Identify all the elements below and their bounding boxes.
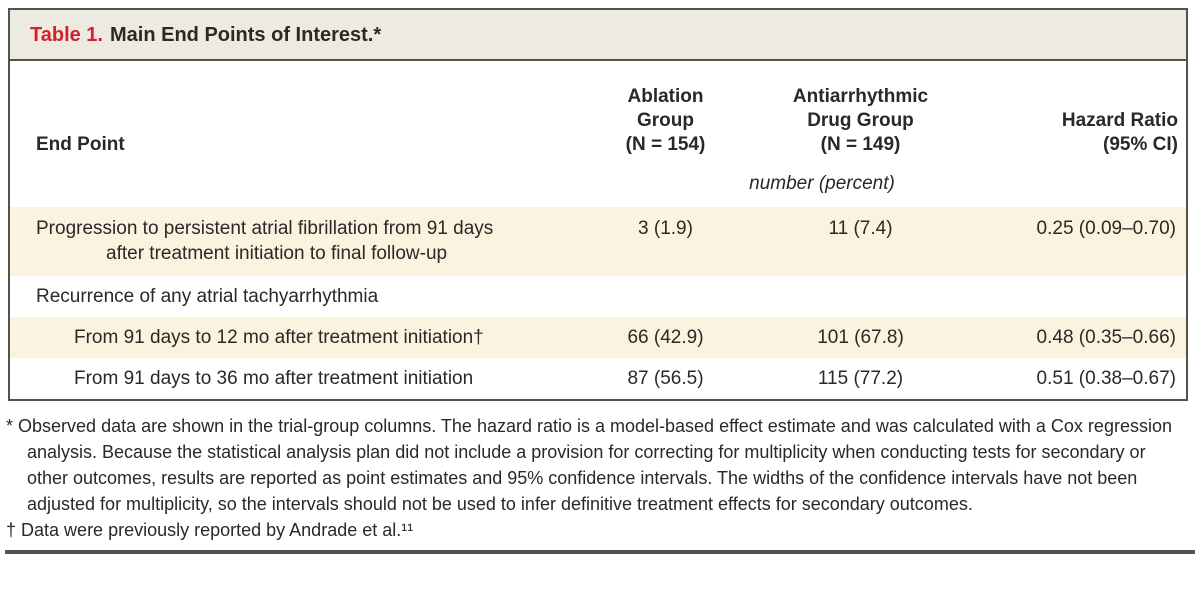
column-header-drug-group: Antiarrhythmic Drug Group (N = 149) [792, 86, 929, 155]
column-header-endpoint: End Point [36, 134, 125, 155]
endpoint-cell: From 91 days to 36 mo after treatment in… [74, 368, 474, 389]
ablation-value: 66 (42.9) [627, 327, 704, 348]
table-title: Main End Points of Interest.* [110, 24, 382, 46]
column-header-ablation-group: Ablation Group (N = 154) [625, 86, 706, 155]
table-row: Recurrence of any atrial tachyarrhythmia [10, 276, 1186, 317]
drug-value: 11 (7.4) [828, 218, 893, 239]
hazard-ratio-value: 0.51 (0.38–0.67) [1036, 368, 1176, 389]
endpoint-cell: From 91 days to 12 mo after treatment in… [74, 327, 484, 348]
drug-value: 115 (77.2) [817, 368, 904, 389]
table-row: Progression to persistent atrial fibrill… [10, 207, 1186, 276]
table-number-label: Table 1. [30, 24, 103, 46]
footnote-text: Observed data are shown in the trial-gro… [18, 416, 1172, 514]
table-container: Table 1. Main End Points of Interest.* En… [8, 8, 1188, 401]
footnotes-section: * Observed data are shown in the trial-g… [6, 413, 1186, 543]
table-row: From 91 days to 12 mo after treatment in… [10, 317, 1186, 358]
footnote-text: Data were previously reported by Andrade… [21, 520, 414, 540]
footnote-asterisk: * Observed data are shown in the trial-g… [6, 413, 1186, 517]
unit-note-row: number (percent) [10, 173, 1186, 195]
footnote-marker: * [6, 416, 14, 436]
bottom-double-rule [5, 550, 1195, 554]
table-row: From 91 days to 36 mo after treatment in… [10, 358, 1186, 399]
column-header-hazard-ratio: Hazard Ratio (95% CI) [1061, 110, 1178, 155]
column-header-row: End Point Ablation Group (N = 154) Antia… [10, 61, 1186, 157]
footnote-dagger: † Data were previously reported by Andra… [6, 517, 1186, 543]
drug-value: 101 (67.8) [817, 327, 904, 348]
table-title-bar: Table 1. Main End Points of Interest.* [10, 10, 1186, 61]
footnote-marker: † [6, 520, 17, 540]
ablation-value: 87 (56.5) [627, 368, 704, 389]
ablation-value: 3 (1.9) [638, 218, 693, 239]
unit-note: number (percent) [749, 173, 895, 194]
endpoint-cell: Progression to persistent atrial fibrill… [36, 218, 494, 264]
endpoint-cell: Recurrence of any atrial tachyarrhythmia [36, 286, 379, 307]
hazard-ratio-value: 0.25 (0.09–0.70) [1036, 218, 1176, 239]
hazard-ratio-value: 0.48 (0.35–0.66) [1036, 327, 1176, 348]
